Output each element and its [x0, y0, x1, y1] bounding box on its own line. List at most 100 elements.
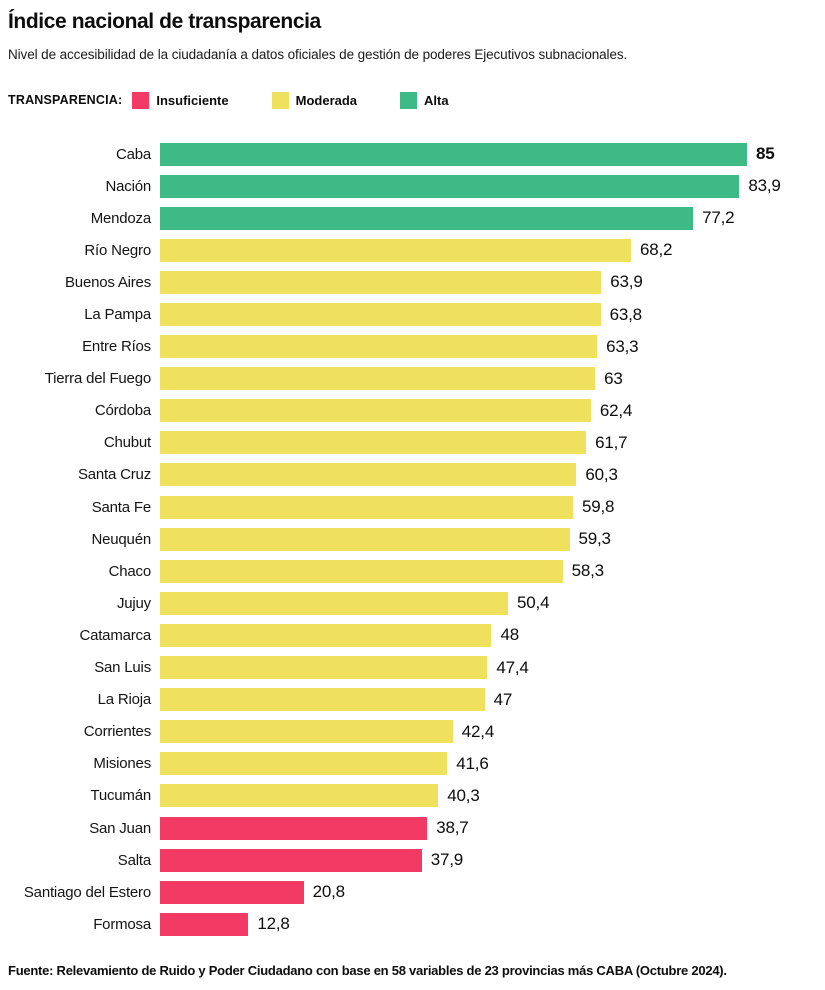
bar-row: Santa Cruz 60,3 [8, 459, 817, 491]
bar [160, 399, 591, 423]
bar-row: Río Negro 68,2 [8, 234, 817, 266]
bar-category-label: San Luis [94, 659, 151, 677]
bar [160, 367, 596, 391]
bar-row: Tierra del Fuego 63 [8, 363, 817, 395]
bar-value-label: 61,7 [595, 432, 628, 452]
bar-value-label: 58,3 [571, 561, 604, 581]
bar-value-label: 60,3 [585, 464, 618, 484]
bar-row: Mendoza 77,2 [8, 202, 817, 234]
bar-row: San Juan 38,7 [8, 812, 817, 844]
bar-value-label: 62,4 [599, 400, 633, 420]
bar-track: 68,2 [160, 238, 817, 262]
bar-value-label: 37,9 [430, 850, 464, 870]
bar-value-label: 50,4 [517, 593, 550, 613]
bar-category-label: Chaco [108, 562, 152, 580]
bar-value-label: 63,3 [606, 336, 639, 356]
bar-track: 47,4 [160, 656, 817, 680]
legend-label-moderada: Moderada [295, 92, 358, 108]
bar-track: 47 [160, 688, 817, 712]
bar [160, 495, 573, 519]
bar-category-label: San Juan [89, 819, 151, 837]
bar-category-label: Córdoba [94, 402, 151, 420]
legend-swatch-moderada [271, 91, 289, 109]
bar-track: 20,8 [160, 880, 817, 904]
bar [160, 206, 694, 230]
bar-category-label: Santiago del Estero [23, 883, 151, 901]
bar [160, 688, 485, 712]
bar-track: 40,3 [160, 784, 817, 808]
bar-value-label: 12,8 [257, 914, 290, 934]
bar-category-label: Formosa [93, 915, 151, 933]
bar-value-label: 85 [756, 144, 775, 164]
bar-track: 12,8 [160, 912, 817, 936]
bar-row: Entre Ríos 63,3 [8, 331, 817, 363]
bar-value-label: 63 [604, 368, 623, 388]
bar-category-label: Santa Fe [91, 498, 151, 516]
bar-row: Buenos Aires 63,9 [8, 266, 817, 298]
bar-track: 50,4 [160, 591, 817, 615]
bar-row: Misiones 41,6 [8, 748, 817, 780]
bar-row: Jujuy 50,4 [8, 587, 817, 619]
legend-swatch-alta [400, 91, 418, 109]
bar-row: Catamarca 48 [8, 619, 817, 651]
legend-label-alta: Alta [424, 92, 449, 108]
bar-track: 59,3 [160, 527, 817, 551]
bar-category-label: Salta [117, 851, 151, 869]
bar-category-label: Mendoza [90, 209, 152, 227]
bar-category-label: Tucumán [90, 787, 151, 805]
bar [160, 816, 428, 840]
bar-track: 38,7 [160, 816, 817, 840]
bar [160, 784, 439, 808]
legend-title: TRANSPARENCIA: [8, 93, 123, 107]
bar [160, 431, 587, 455]
bar-value-label: 38,7 [436, 818, 469, 838]
bar-value-label: 41,6 [456, 753, 489, 773]
bar-category-label: La Rioja [97, 691, 152, 709]
bar-category-label: Santa Cruz [77, 466, 151, 484]
source-note: Fuente: Relevamiento de Ruido y Poder Ci… [8, 963, 727, 978]
bar-row: Caba 85 [8, 138, 817, 170]
bar-value-label: 47 [493, 689, 513, 709]
bar-row: La Rioja 47 [8, 684, 817, 716]
bar-track: 58,3 [160, 559, 817, 583]
bar [160, 335, 598, 359]
bar [160, 559, 563, 583]
bar-category-label: Entre Ríos [82, 338, 151, 356]
bar-track: 85 [160, 142, 817, 166]
bar-value-label: 63,9 [610, 272, 643, 292]
bar-category-label: Buenos Aires [65, 273, 151, 291]
bar [160, 174, 740, 198]
legend-swatch-insuficiente [132, 91, 150, 109]
bar [160, 238, 631, 262]
bar-category-label: Nación [105, 177, 152, 195]
bar-row: Salta 37,9 [8, 844, 817, 876]
bar [160, 880, 304, 904]
bar-value-label: 40,3 [447, 785, 480, 805]
bar-value-label: 83,9 [748, 176, 781, 196]
bar-category-label: Misiones [93, 755, 151, 773]
legend-item-alta: Alta [400, 91, 449, 109]
bar-value-label: 63,8 [609, 304, 642, 324]
bar [160, 656, 488, 680]
bar-row: Corrientes 42,4 [8, 716, 817, 748]
bar-track: 63,9 [160, 270, 817, 294]
bar [160, 752, 448, 776]
bar-value-label: 47,4 [496, 657, 529, 677]
bar-row: Chubut 61,7 [8, 427, 817, 459]
bar-track: 83,9 [160, 174, 817, 198]
bar-value-label: 68,2 [639, 240, 673, 260]
bar-category-label: La Pampa [84, 306, 151, 324]
bar-track: 61,7 [160, 431, 817, 455]
bar [160, 591, 509, 615]
bar-value-label: 20,8 [312, 882, 345, 902]
bar [160, 142, 747, 166]
bar-value-label: 59,8 [581, 497, 615, 517]
bar-chart: Caba 85 Nación 83,9 Mendoza 77,2 Río Negro 68,2… [8, 138, 817, 940]
bar-value-label: 59,3 [578, 529, 611, 549]
bar-row: Chaco 58,3 [8, 555, 817, 587]
bar-track: 42,4 [160, 720, 817, 744]
bar-row: Neuquén 59,3 [8, 523, 817, 555]
page-subtitle: Nivel de accesibilidad de la ciudadanía … [8, 47, 628, 62]
bar-track: 63 [160, 367, 817, 391]
